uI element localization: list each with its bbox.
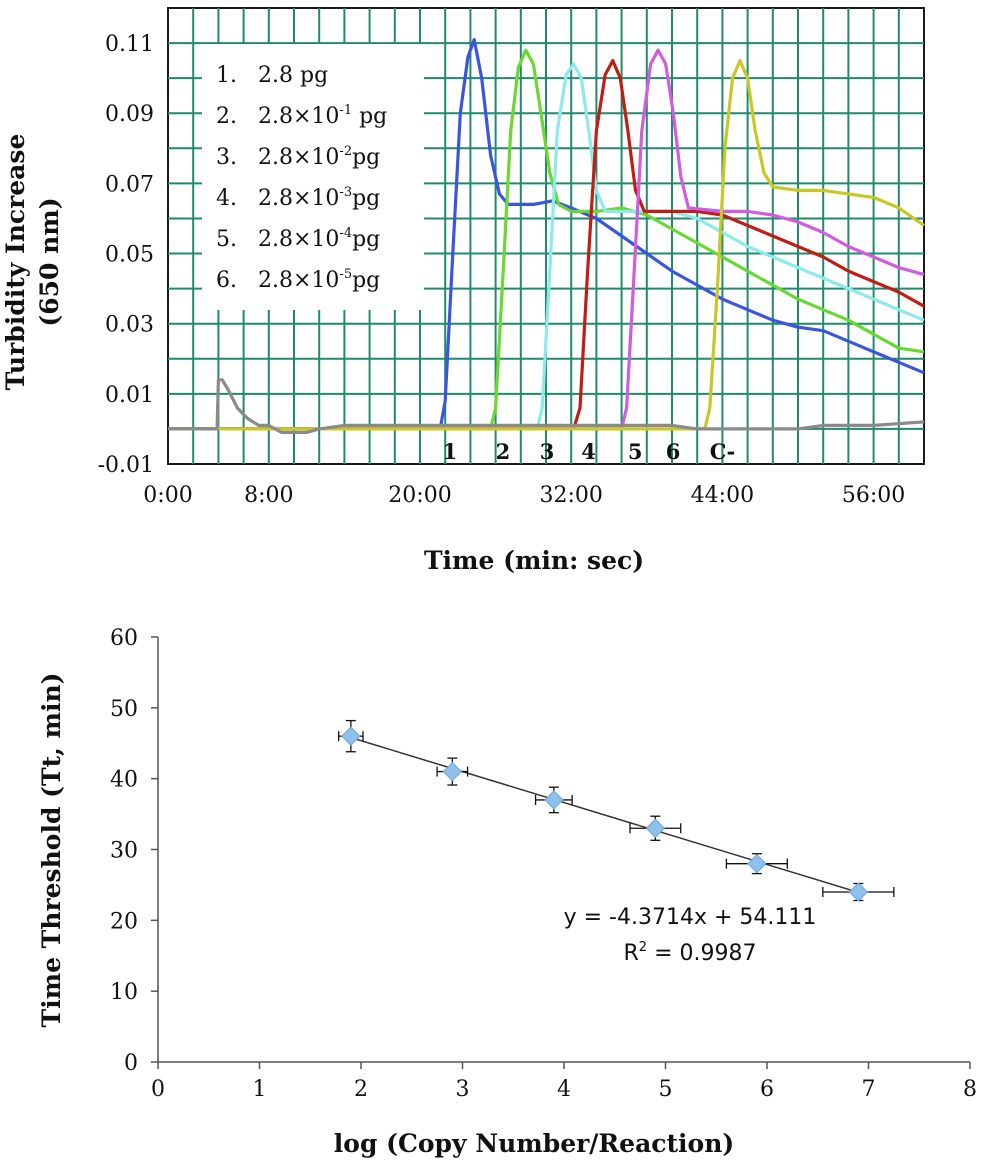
threshold-y-axis-title: Time Threshold (Tt, min) [37, 673, 66, 1028]
legend-entry-label: 2.8×10-3pg [258, 185, 380, 211]
legend-entry-number: 1. [216, 63, 237, 88]
x-tick-label: 1 [253, 1077, 267, 1102]
curve-label: 6 [666, 439, 681, 464]
y-tick-label: 60 [110, 626, 138, 651]
legend-entry-number: 5. [216, 227, 237, 252]
series-line-s1 [168, 38, 925, 431]
turbidity-y-tick-labels: -0.01 0.01 0.03 0.05 0.07 0.09 0.11 [98, 32, 154, 478]
y-tick-label: 0 [124, 1051, 138, 1076]
y-tick-label: 30 [110, 839, 138, 864]
turbidity-y-axis-title-line2: (650 nm) [35, 197, 64, 326]
turbidity-x-tick-labels: 0:00 8:00 20:00 32:00 44:00 56:00 [143, 483, 905, 508]
series-line-c- [168, 378, 925, 434]
x-tick-label: 7 [862, 1077, 876, 1102]
turbidity-legend: 1. 2.8 pg 2. 2.8×10-1 pg 3. 2.8×10-2pg 4. 2.8×1… [216, 63, 387, 293]
x-tick-label: 0 [151, 1077, 165, 1102]
legend-entry-label: 2.8×10-4pg [258, 226, 380, 252]
x-tick-label: 8:00 [244, 483, 293, 508]
legend-entry-label: 2.8 pg [258, 63, 328, 88]
x-tick-label: 3 [456, 1077, 470, 1102]
legend-entry-number: 2. [216, 104, 237, 129]
curve-label: 5 [628, 439, 643, 464]
data-point-marker [341, 726, 361, 746]
turbidity-chart: 1. 2.8 pg 2. 2.8×10-1 pg 3. 2.8×10-2pg 4. 2.8×1… [1, 7, 925, 575]
curve-label: 2 [496, 439, 511, 464]
y-tick-label: 0.09 [105, 102, 154, 127]
curve-label: 3 [540, 439, 555, 464]
data-point-marker [544, 790, 564, 810]
y-tick-label: 0.11 [105, 32, 154, 57]
series-line-s2 [168, 48, 925, 431]
x-tick-label: 2 [354, 1077, 368, 1102]
data-point-marker [747, 853, 767, 874]
legend-entry-number: 6. [216, 268, 237, 293]
x-tick-label: 8 [963, 1077, 977, 1102]
r-squared: R2 = 0.9987 [624, 940, 757, 966]
y-tick-label: 0.01 [105, 383, 154, 408]
threshold-axis-ticks [151, 636, 971, 1069]
x-tick-label: 0:00 [143, 483, 192, 508]
legend-entry-label: 2.8×10-2pg [258, 144, 380, 170]
series-line-s3 [168, 62, 925, 431]
y-tick-label: 0.05 [105, 243, 154, 268]
x-tick-label: 44:00 [691, 483, 754, 508]
x-tick-label: 20:00 [388, 483, 451, 508]
x-tick-label: 32:00 [539, 483, 602, 508]
x-tick-label: 56:00 [842, 483, 905, 508]
curve-label: C- [710, 439, 735, 464]
series-line-s5 [168, 48, 925, 431]
trendline [350, 736, 859, 894]
legend-entry-label: 2.8×10-5pg [258, 267, 380, 293]
turbidity-y-axis-title-line1: Turbidity Increase [1, 134, 30, 391]
threshold-x-axis-title: log (Copy Number/Reaction) [334, 1129, 734, 1158]
error-bars [338, 719, 895, 902]
y-tick-label: 10 [110, 980, 138, 1005]
y-tick-label: 0.07 [105, 172, 154, 197]
curve-labels: 1 2 3 4 5 6 C- [443, 439, 736, 464]
legend-entry-number: 4. [216, 186, 237, 211]
data-point-marker [442, 761, 463, 782]
y-tick-label: -0.01 [98, 453, 154, 478]
legend-entry-number: 3. [216, 145, 237, 170]
legend-entry-label: 2.8×10-1 pg [258, 103, 387, 129]
data-point-marker [848, 882, 869, 902]
threshold-x-tick-labels: 0 1 2 3 4 5 6 7 8 [151, 1077, 977, 1102]
threshold-chart: 0 10 20 30 40 50 60 0 1 2 3 4 5 6 7 8 y = -4.3714x + 5… [37, 626, 977, 1158]
turbidity-x-axis-title: Time (min: sec) [424, 546, 644, 575]
curve-label: 4 [581, 439, 596, 464]
y-tick-label: 0.03 [105, 313, 154, 338]
y-tick-label: 50 [110, 697, 138, 722]
regression-equation: y = -4.3714x + 54.111 [564, 905, 817, 930]
x-tick-label: 6 [760, 1077, 774, 1102]
curve-label: 1 [443, 439, 458, 464]
series-line-s4 [168, 59, 925, 431]
y-tick-label: 20 [110, 909, 138, 934]
data-points [341, 726, 869, 902]
y-tick-label: 40 [110, 768, 138, 793]
threshold-y-tick-labels: 0 10 20 30 40 50 60 [110, 626, 138, 1076]
data-point-marker [645, 818, 666, 838]
x-tick-label: 5 [659, 1077, 673, 1102]
x-tick-label: 4 [557, 1077, 571, 1102]
series-line-s6 [168, 59, 925, 431]
turbidity-series [168, 38, 925, 434]
legend-box [202, 44, 424, 310]
